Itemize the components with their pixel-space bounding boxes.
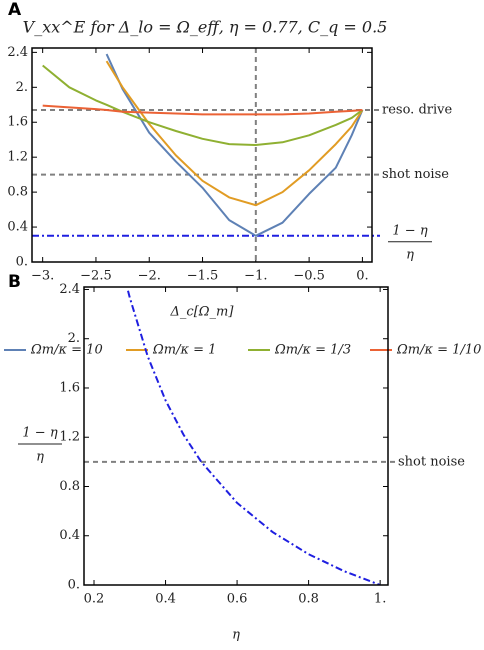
y-tick-label: 2.: [68, 331, 80, 346]
legend-label: Ωm/κ = 1/3: [274, 343, 351, 358]
y-tick-label: 1.6: [59, 380, 80, 395]
x-tick-label: −2.5: [80, 269, 112, 284]
chart-title: V_xx^E for Δ_lo = Ω_eff, η = 0.77, C_q =…: [23, 18, 388, 37]
x-axis-label: η: [232, 628, 240, 643]
x-tick-label: 0.2: [84, 592, 105, 607]
series-line: [42, 64, 363, 146]
legend-label: Ωm/κ = 10: [30, 343, 103, 358]
ref-label: shot noise: [382, 167, 449, 182]
y-tick-label: 2.: [16, 80, 28, 95]
y-tick-label: 1.2: [7, 150, 28, 165]
y-axis-label-num: 1 − η: [22, 426, 57, 441]
panel-label: B: [8, 272, 21, 292]
x-tick-label: −3.: [31, 269, 54, 284]
x-axis-label: Δ_c[Ω_m]: [170, 305, 235, 320]
plot-frame: [31, 47, 373, 263]
y-axis-label-den: η: [36, 450, 44, 465]
y-tick-label: 0.4: [7, 220, 28, 235]
x-tick-label: 0.4: [155, 592, 176, 607]
x-tick-label: −2.: [138, 269, 161, 284]
y-tick-label: 0.8: [59, 479, 80, 494]
legend-label: Ωm/κ = 1: [152, 343, 216, 358]
ref-label: reso. drive: [382, 103, 452, 118]
series-line: [105, 60, 364, 207]
series-line: [105, 53, 364, 237]
y-tick-label: 0.8: [7, 185, 28, 200]
x-tick-label: 0.: [356, 269, 368, 284]
x-tick-label: 0.6: [227, 592, 248, 607]
y-tick-label: 1.2: [59, 430, 80, 445]
series-line: [42, 104, 363, 116]
y-tick-label: 1.6: [7, 115, 28, 130]
x-tick-label: −1.5: [187, 269, 219, 284]
series-line: [127, 290, 381, 585]
legend-label: Ωm/κ = 1/10: [396, 343, 481, 358]
x-tick-label: 1.: [374, 592, 386, 607]
y-tick-label: 0.: [16, 255, 28, 270]
y-tick-label: 0.4: [59, 528, 80, 543]
plot-frame: [83, 286, 389, 586]
x-tick-label: −0.5: [293, 269, 325, 284]
ref-label-den: η: [406, 247, 414, 262]
ref-label-num: 1 − η: [392, 223, 427, 238]
y-tick-label: 0.: [68, 578, 80, 593]
panel-label: A: [8, 0, 22, 20]
y-tick-label: 2.4: [59, 282, 80, 297]
x-tick-label: −1.: [244, 269, 267, 284]
ref-label: shot noise: [398, 454, 465, 469]
x-tick-label: 0.8: [298, 592, 319, 607]
y-tick-label: 2.4: [7, 45, 28, 60]
